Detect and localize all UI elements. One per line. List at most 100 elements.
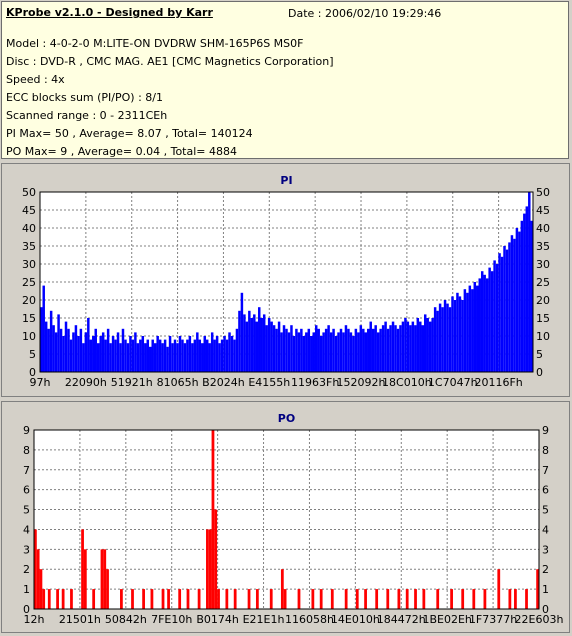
y-tick-label-right: 0: [536, 366, 543, 379]
data-bar: [61, 589, 65, 609]
data-bar: [396, 328, 400, 372]
data-bar: [411, 321, 415, 372]
data-bar: [267, 318, 271, 372]
y-tick-label-left: 5: [29, 348, 36, 361]
data-bar: [150, 589, 154, 609]
data-bar: [77, 336, 80, 372]
y-tick-label-right: 25: [536, 276, 550, 289]
data-bar: [255, 321, 259, 372]
data-bar: [362, 328, 365, 372]
data-bar: [428, 321, 432, 372]
chart-title: PO: [278, 412, 295, 425]
data-bar: [208, 343, 211, 372]
data-bar: [314, 325, 318, 372]
data-bar: [349, 332, 353, 372]
data-bar: [203, 336, 206, 372]
data-bar: [238, 310, 241, 372]
po-chart: PO 0 0 1 1 2 2 3 3 4 4 5 5 6 6 7 7 8 8 9 9 12h 21501h 50842h 7FE…: [23, 412, 563, 626]
y-tick-label-right: 4: [542, 523, 549, 536]
data-bar: [70, 589, 73, 609]
x-tick-label: 97h: [30, 376, 51, 389]
data-bar: [384, 321, 387, 372]
data-bar: [426, 318, 429, 372]
y-tick-label-left: 15: [22, 312, 36, 325]
data-bar: [448, 307, 452, 372]
data-bar: [270, 321, 273, 372]
data-bar: [235, 328, 239, 372]
chart-title: PI: [280, 174, 292, 187]
plot-area: [34, 430, 539, 609]
ecc-sum-line: ECC blocks sum (PI/PO) : 8/1: [6, 91, 163, 104]
data-bar: [364, 332, 368, 372]
data-bar: [505, 249, 509, 372]
data-bar: [510, 235, 514, 372]
data-bar: [451, 296, 454, 372]
axis-frame: [33, 429, 540, 610]
scan-date: Date : 2006/02/10 19:29:46: [288, 7, 442, 20]
x-tick-label: E21E1h: [243, 613, 285, 626]
x-tick-label: E4155h: [248, 376, 290, 389]
data-bar: [324, 328, 328, 372]
data-bar: [297, 332, 301, 372]
data-bar: [131, 339, 135, 372]
y-tick-label-left: 10: [22, 330, 36, 343]
x-tick-label: 14E010h: [331, 613, 380, 626]
data-bar: [104, 339, 107, 372]
data-bar: [40, 307, 43, 372]
data-bar: [100, 549, 104, 609]
y-tick-label-left: 2: [23, 563, 30, 576]
y-tick-label-left: 45: [22, 204, 36, 217]
data-bar: [39, 569, 43, 609]
data-bar: [269, 589, 273, 609]
data-bar: [197, 589, 201, 609]
data-bar: [419, 321, 422, 372]
data-bar: [493, 260, 496, 372]
y-tick-label-left: 3: [23, 543, 30, 556]
data-bar: [230, 336, 234, 372]
data-bar: [44, 321, 48, 372]
data-bar: [176, 343, 179, 372]
data-bar: [355, 589, 359, 609]
data-bar: [405, 589, 409, 609]
data-bar: [485, 278, 489, 372]
data-bar: [488, 267, 491, 372]
data-bar: [525, 206, 529, 372]
y-tick-label-left: 50: [22, 186, 36, 199]
data-bar: [106, 569, 109, 609]
data-bar: [422, 589, 426, 609]
x-tick-label: 18C010h: [382, 376, 432, 389]
data-bar: [495, 264, 499, 372]
data-bar: [332, 328, 335, 372]
y-tick-label-left: 9: [23, 424, 30, 437]
data-bar: [101, 332, 105, 372]
x-tick-label: 11963Fh: [291, 376, 339, 389]
data-bar: [240, 292, 244, 372]
data-bar: [245, 321, 249, 372]
data-bar: [124, 339, 127, 372]
data-bar: [186, 589, 190, 609]
data-bar: [508, 242, 511, 372]
data-bar: [416, 318, 420, 372]
data-bar: [188, 336, 192, 372]
data-bar: [468, 285, 472, 372]
data-bar: [369, 321, 372, 372]
x-tick-label: 22090h: [65, 376, 107, 389]
data-bar: [483, 274, 486, 372]
data-bar: [490, 271, 494, 372]
x-tick-label: 81065h: [157, 376, 199, 389]
y-tick-label-right: 0: [542, 603, 549, 616]
data-bar: [144, 343, 147, 372]
data-bar: [220, 339, 224, 372]
data-bar: [305, 332, 308, 372]
data-bar: [329, 332, 333, 372]
data-bar: [441, 307, 444, 372]
data-bar: [483, 589, 487, 609]
data-bar: [214, 509, 218, 609]
data-bar: [399, 325, 402, 372]
data-bar: [89, 339, 93, 372]
x-tick-label: 12h: [24, 613, 45, 626]
data-bar: [158, 339, 162, 372]
data-bar: [59, 328, 63, 372]
y-tick-label-left: 6: [23, 484, 30, 497]
data-bar: [319, 336, 323, 372]
